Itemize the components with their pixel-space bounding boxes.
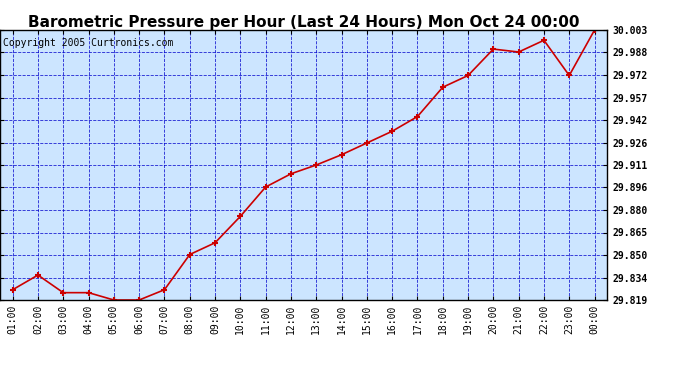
Text: Barometric Pressure per Hour (Last 24 Hours) Mon Oct 24 00:00: Barometric Pressure per Hour (Last 24 Ho…: [28, 15, 580, 30]
Text: Copyright 2005 Curtronics.com: Copyright 2005 Curtronics.com: [3, 38, 173, 48]
